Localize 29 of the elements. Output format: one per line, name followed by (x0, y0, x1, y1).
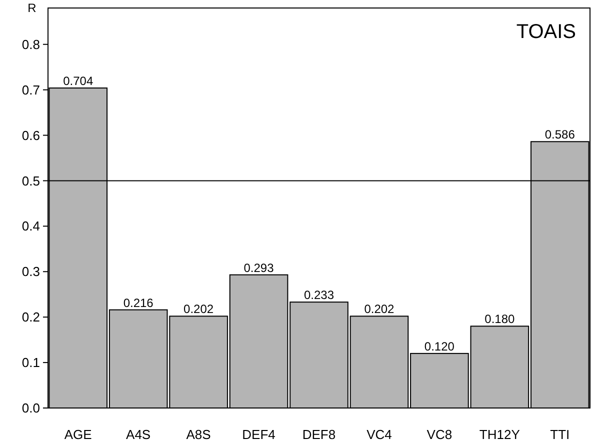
y-tick-label: 0.0 (22, 400, 40, 416)
text: TOAIS (516, 21, 576, 43)
x-tick-label: VC4 (366, 427, 392, 442)
y-tick-label: 0.4 (22, 218, 40, 234)
data-label: 0.586 (544, 128, 576, 142)
y-tick-label: 0.8 (22, 36, 40, 52)
x-tick-label: DEF4 (242, 427, 276, 442)
y-tick-label: 0.3 (22, 264, 40, 280)
y-tick-label: 0.5 (22, 173, 40, 188)
x-tick-label: TTI (550, 427, 570, 442)
y-tick-label: 0.6 (22, 128, 40, 143)
y-axis-title: R (28, 1, 37, 15)
data-label: 0.202 (184, 302, 214, 316)
x-tick-label: AGE (64, 427, 92, 442)
y-tick-label: 0.1 (22, 355, 40, 370)
x-tick-label: A4S (126, 427, 151, 442)
data-label: 0.233 (304, 288, 334, 302)
data-label: 0.202 (364, 302, 395, 316)
data-label: 0.120 (424, 339, 455, 354)
y-tick-label: 0.7 (22, 82, 40, 98)
data-label: 0.180 (484, 312, 516, 326)
data-label: 0.293 (244, 260, 274, 275)
data-label: 0.704 (63, 74, 94, 88)
data-label: 0.216 (123, 296, 154, 310)
x-tick-label: TH12Y (479, 427, 520, 442)
x-tick-label: VC8 (426, 427, 452, 442)
x-tick-label: A8S (186, 427, 212, 442)
y-tick-label: 0.2 (22, 310, 40, 325)
x-tick-label: DEF8 (302, 427, 336, 442)
